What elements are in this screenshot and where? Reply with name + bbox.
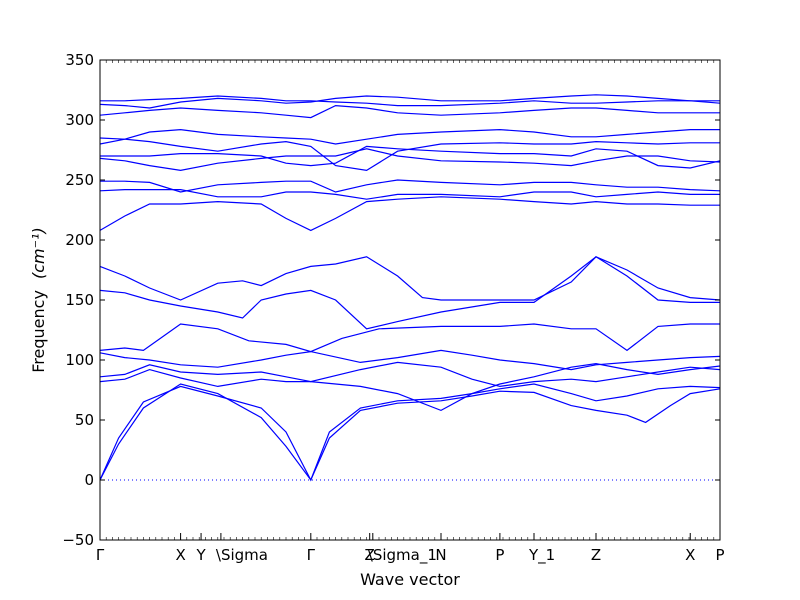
y-tick-label: 50 [75, 411, 94, 429]
y-tick-label: 350 [65, 51, 94, 69]
y-axis-label-text: Frequency [29, 290, 48, 373]
band-line [99, 349, 721, 371]
y-axis-label: Frequency (cm⁻¹) [29, 227, 48, 372]
y-axis-label-unit: (cm⁻¹) [29, 227, 48, 279]
x-tick-label: P [715, 546, 724, 564]
x-tick-label: \Sigma [216, 546, 268, 564]
x-tick-label: Z [591, 546, 601, 564]
x-tick-label: Z [365, 546, 375, 564]
band-line [99, 137, 720, 172]
x-axis-label: Wave vector [360, 570, 460, 589]
band-line [99, 196, 720, 232]
band-line [99, 362, 721, 412]
band-line [99, 94, 721, 109]
y-tick-label: 0 [84, 471, 94, 489]
band-line [99, 104, 720, 119]
x-tick-label: Y_1 [528, 546, 555, 565]
band-line [99, 189, 720, 200]
x-tick-label: Γ [307, 546, 316, 564]
x-tick-label: Y [195, 546, 206, 564]
band-line [99, 361, 721, 388]
band-line [99, 256, 721, 330]
band-lines [99, 94, 721, 482]
band-line [100, 179, 721, 193]
y-tick-label: 250 [65, 171, 94, 189]
x-tick-label: N [435, 546, 446, 564]
band-line [99, 256, 720, 303]
y-tick-label: 300 [65, 111, 94, 129]
y-tick-label: 100 [65, 351, 94, 369]
band-line [99, 148, 721, 172]
band-line [99, 128, 720, 145]
x-tick-label: \Sigma_1 [368, 546, 437, 565]
y-tick-label: −50 [62, 531, 94, 549]
band-line [99, 383, 721, 482]
x-tick-label: X [175, 546, 185, 564]
x-tick-label: Γ [96, 546, 105, 564]
band-line [100, 145, 721, 169]
x-tick-label: X [685, 546, 695, 564]
band-line [100, 95, 720, 107]
plot-frame [99, 59, 721, 541]
y-tick-label: 200 [65, 231, 94, 249]
y-tick-label: 150 [65, 291, 94, 309]
band-line [99, 323, 720, 353]
x-tick-label: P [495, 546, 504, 564]
